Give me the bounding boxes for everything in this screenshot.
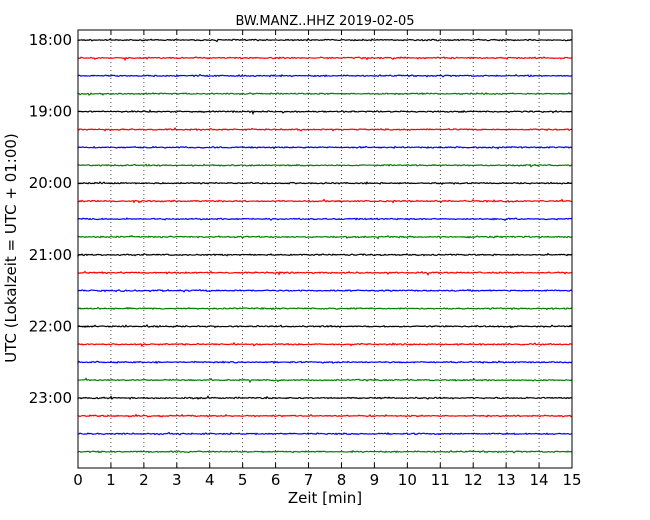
trace-10 xyxy=(77,198,573,204)
trace-18 xyxy=(77,341,573,348)
trace-14 xyxy=(77,270,573,276)
trace-4 xyxy=(77,91,573,96)
trace-3 xyxy=(77,73,573,78)
y-axis-ticks: 18:00 19:00 20:00 21:00 22:00 23:00 xyxy=(29,31,572,407)
y-tick-label-23:00: 23:00 xyxy=(29,389,72,407)
trace-17 xyxy=(77,323,573,329)
trace-9 xyxy=(77,181,573,186)
y-tick-label-22:00: 22:00 xyxy=(29,317,72,335)
seismic-traces xyxy=(77,38,573,454)
plot-frame xyxy=(77,29,573,469)
x-tick-label-15: 15 xyxy=(562,471,581,489)
trace-8 xyxy=(77,163,573,168)
y-tick-label-21:00: 21:00 xyxy=(29,246,72,264)
y-tick-label-20:00: 20:00 xyxy=(29,174,72,192)
trace-23 xyxy=(77,431,573,436)
trace-7 xyxy=(77,145,573,150)
x-tick-label-4: 4 xyxy=(205,471,215,489)
x-axis-ticks: 0 1 2 3 4 5 6 7 8 9 10 11 12 13 14 15 xyxy=(73,30,582,489)
x-tick-label-5: 5 xyxy=(238,471,248,489)
y-axis-label: UTC (Lokalzeit = UTC + 01:00) xyxy=(2,133,20,363)
x-tick-label-6: 6 xyxy=(271,471,281,489)
grid-lines xyxy=(110,30,540,468)
trace-21 xyxy=(77,395,573,401)
trace-12 xyxy=(77,235,573,240)
trace-6 xyxy=(77,127,573,132)
trace-20 xyxy=(77,377,573,384)
x-tick-label-11: 11 xyxy=(431,471,450,489)
x-tick-label-13: 13 xyxy=(497,471,516,489)
y-tick-label-18:00: 18:00 xyxy=(29,31,72,49)
chart-title: BW.MANZ..HHZ 2019-02-05 xyxy=(235,14,414,29)
trace-2 xyxy=(77,56,573,62)
x-tick-label-2: 2 xyxy=(139,471,149,489)
x-tick-label-12: 12 xyxy=(464,471,483,489)
trace-16 xyxy=(77,306,573,311)
trace-1 xyxy=(77,38,573,43)
trace-5 xyxy=(77,109,573,116)
x-tick-label-3: 3 xyxy=(172,471,182,489)
x-tick-label-10: 10 xyxy=(398,471,417,489)
x-tick-label-14: 14 xyxy=(530,471,549,489)
x-tick-label-9: 9 xyxy=(370,471,380,489)
trace-15 xyxy=(77,288,573,293)
trace-13 xyxy=(77,252,573,258)
trace-11 xyxy=(77,217,573,222)
trace-24 xyxy=(77,449,573,454)
x-tick-label-8: 8 xyxy=(337,471,347,489)
x-tick-label-7: 7 xyxy=(304,471,314,489)
y-tick-label-19:00: 19:00 xyxy=(29,103,72,121)
x-tick-label-0: 0 xyxy=(73,471,83,489)
trace-22 xyxy=(77,413,573,418)
trace-19 xyxy=(77,360,573,365)
x-axis-label: Zeit [min] xyxy=(288,489,362,507)
x-tick-label-1: 1 xyxy=(106,471,116,489)
